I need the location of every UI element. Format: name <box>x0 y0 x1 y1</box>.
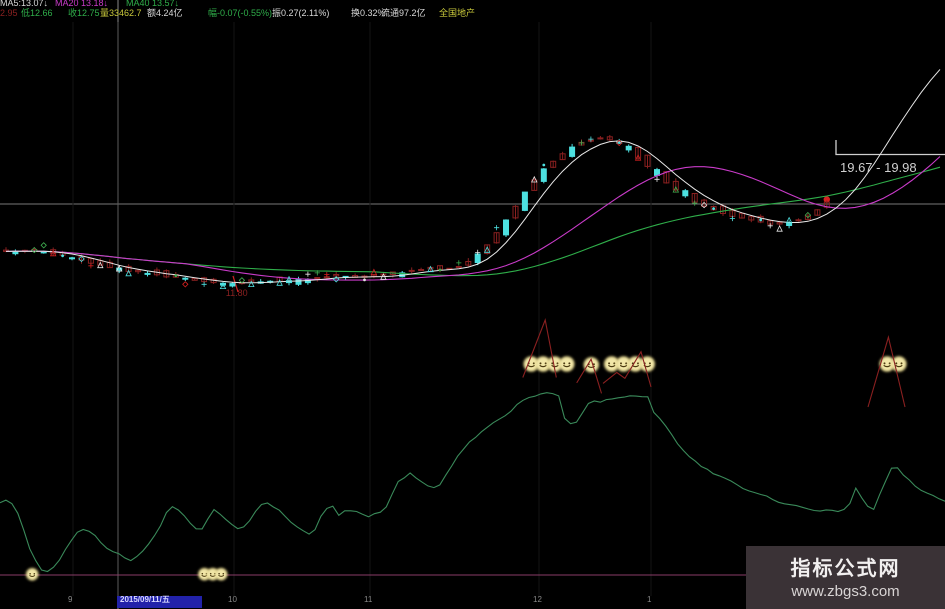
svg-text:11.80: 11.80 <box>224 288 248 298</box>
svg-text:19.67 - 19.98: 19.67 - 19.98 <box>840 160 917 175</box>
